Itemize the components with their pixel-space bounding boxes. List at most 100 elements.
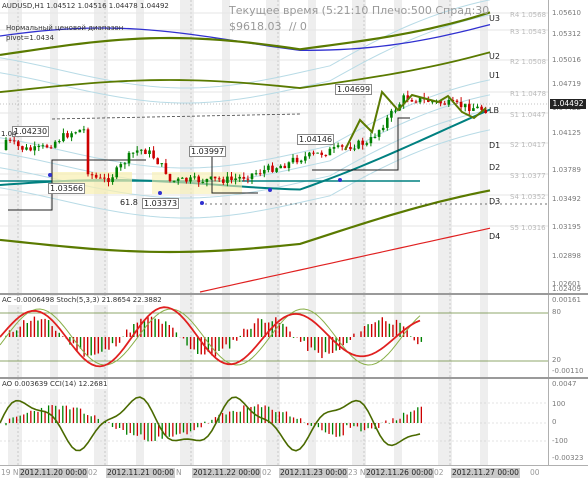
candle-body [66,133,69,138]
candle-body [418,97,422,103]
session-shade [480,295,488,377]
candle-body [12,140,16,142]
candle-body [193,176,196,178]
candle-body [99,177,102,179]
candle-body [115,167,118,178]
pivot-r3-label: R3 1.0543 [510,28,547,36]
current-price-tag: 1.04492 [550,99,586,109]
session-shade [438,379,452,465]
candle-body [484,109,487,113]
candle-body [468,103,471,111]
candle-body [185,177,188,182]
candle-body [459,101,463,108]
candle-body [283,165,287,169]
candle-body [8,139,12,141]
candle-body [299,160,303,163]
session-shade [480,379,488,465]
price-callout-2: 1.03566 [48,183,86,194]
time-label: 02 [434,468,444,477]
candle-body [472,108,475,111]
ac-stoch-axis: 0.00161 80 20 -0.00110 [548,295,588,377]
candle-body [230,176,233,180]
candle-body [324,154,328,156]
candle-body [189,177,192,182]
candle-body [226,176,229,183]
price-callout-3: 1.03373 [142,198,180,209]
time-label: 2012.11.20 00:00 [19,468,88,478]
candle-body [386,117,389,128]
candle-body [246,178,250,180]
time-label: 2012.11.22 00:00 [192,468,261,478]
candle-body [291,157,295,163]
ao-cci-canvas[interactable] [0,379,548,465]
candle-body [140,149,143,151]
candle-body [394,110,397,112]
candle-body [275,168,278,172]
reversal-marker [158,191,162,195]
ac-stoch-title: AC -0.0006498 Stoch(5,3,3) 21.8654 22.38… [2,296,162,305]
candle-body [250,173,254,180]
price-axis-tick: 1.04719 [552,80,581,88]
ao-axis-bottom: -0.00323 [552,454,584,462]
zigzag-line [344,89,487,151]
price-axis-tick: 1.02898 [552,252,581,260]
time-label: 23 N [348,468,366,477]
lower-red-band [199,227,491,293]
price-chart-canvas[interactable] [0,0,548,293]
reversal-marker [338,178,342,182]
candle-body [427,99,430,102]
ac-stoch-canvas[interactable] [0,295,548,377]
candle-body [279,165,282,169]
candle-body [361,140,364,145]
candle-body [295,157,299,163]
candle-body [176,178,180,181]
reversal-marker [268,188,272,192]
session-shade [136,0,144,293]
candle-body [86,129,90,175]
candle-body [304,156,307,161]
price-axis-tick: 1.05312 [552,30,581,38]
candle-body [123,163,127,165]
price-axis[interactable]: 1.056101.053121.050161.047191.044221.041… [548,0,588,293]
candle-body [62,133,65,142]
candle-body [172,180,176,182]
candle-body [21,146,24,150]
candle-body [373,136,377,138]
level-d4-label: D4 [489,232,501,241]
candle-body [74,132,77,134]
session-shade [8,0,22,293]
session-shade [180,295,194,377]
candle-body [156,158,159,165]
cci-axis-0: 0 [552,418,557,426]
pane-separator-1[interactable] [0,293,588,295]
pivot-s1-label: S1 1.0447 [510,111,546,119]
candle-body [369,137,373,144]
price-axis-tick: 1.02601 [552,280,581,288]
stoch-main-line [0,306,421,368]
candle-body [41,145,45,147]
ao-cci-pane[interactable]: AO 0.003639 CCI(14) 12.2681 [0,379,548,465]
level-d3-label: D3 [489,197,501,206]
candle-body [381,127,385,131]
indicator-title: Нормальный ценовой диапазон [6,24,124,32]
candle-body [480,106,483,110]
candle-body [160,163,164,165]
pivot-r4-label: R4 1.0568 [510,11,547,19]
candle-body [234,178,237,180]
stoch-axis-80: 80 [552,308,561,316]
u-band-outer [0,11,491,57]
trend-line [51,113,301,120]
counter-text: // 0 [289,20,307,33]
time-axis[interactable]: 19 N 2012.11.20 00:00 02 2012.11.21 00:0… [0,465,588,481]
candle-body [135,150,139,153]
cci-line [0,396,421,452]
ac-stoch-pane[interactable]: AC -0.0006498 Stoch(5,3,3) 21.8654 22.38… [0,295,548,377]
price-chart-pane[interactable]: AUDUSD,H1 1.04512 1.04516 1.04478 1.0449… [0,0,548,293]
envelope-curve [0,14,491,104]
price-callout-4: 1.03997 [189,146,227,157]
candle-body [263,169,266,174]
pane-separator-2[interactable] [0,377,588,379]
candle-body [107,178,110,183]
envelope-curve [0,79,491,169]
candle-body [340,145,344,147]
